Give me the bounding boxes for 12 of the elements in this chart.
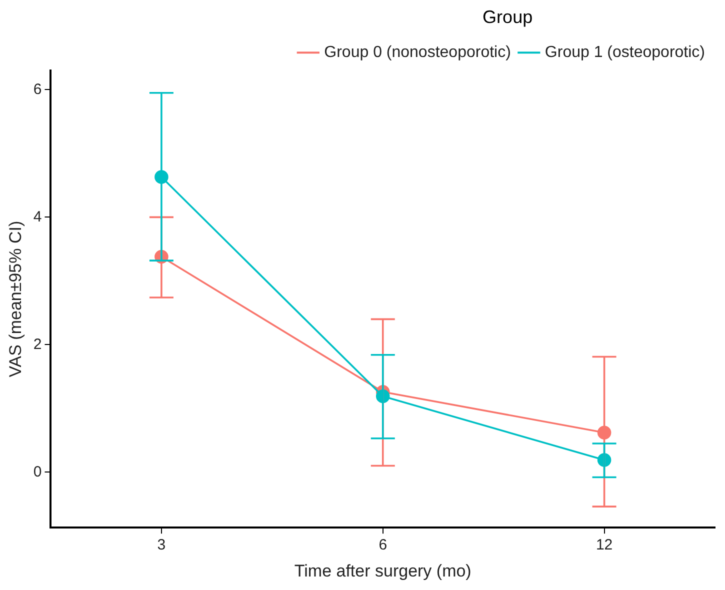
x-tick-label: 3 bbox=[157, 536, 166, 554]
y-axis-title: VAS (mean±95% CI) bbox=[6, 220, 25, 378]
y-tick-label: 2 bbox=[33, 336, 42, 353]
y-tick-label: 0 bbox=[33, 463, 42, 480]
legend-label: Group 0 (nonosteoporotic) bbox=[324, 44, 511, 62]
y-tick-label: 4 bbox=[33, 208, 42, 226]
x-tick-label: 12 bbox=[596, 536, 613, 554]
x-tick-label: 6 bbox=[378, 536, 388, 554]
y-tick-label: 6 bbox=[33, 80, 42, 98]
legend-title: Group bbox=[482, 6, 533, 27]
legend-label: Group 1 (osteoporotic) bbox=[544, 44, 705, 62]
x-axis-title: Time after surgery (mo) bbox=[294, 561, 472, 580]
